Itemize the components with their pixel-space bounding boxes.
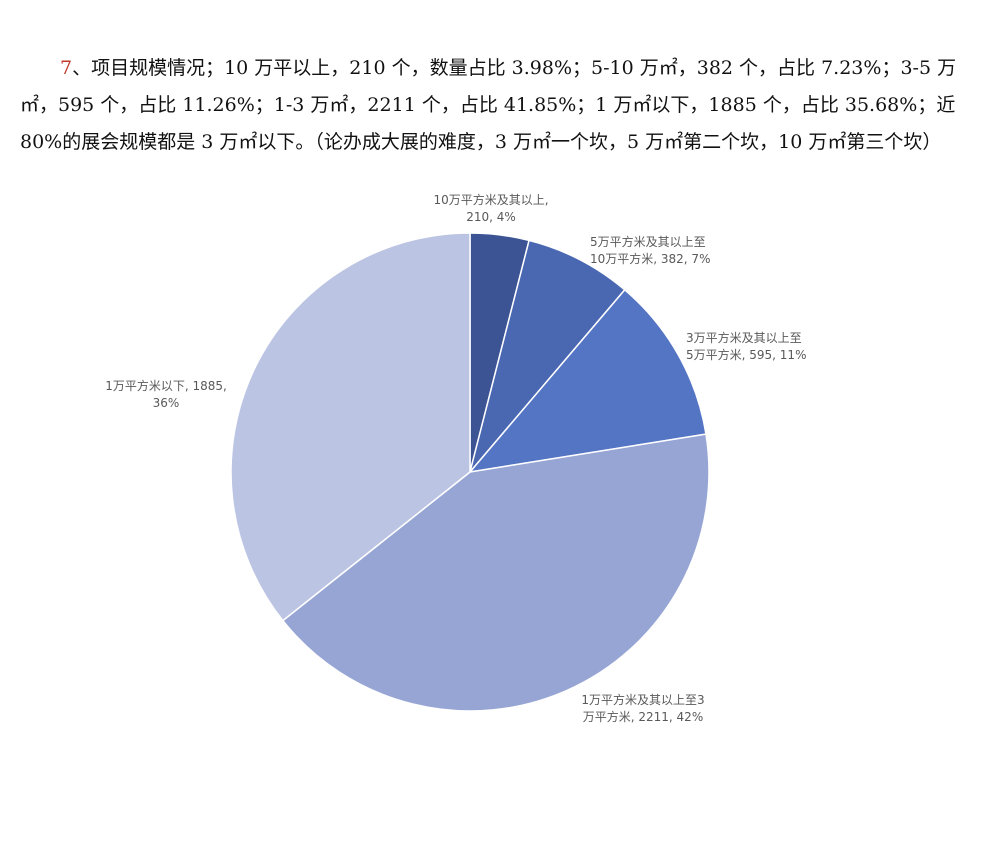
pie-slice-1 xyxy=(469,239,626,473)
pie-slice-3 xyxy=(281,433,710,712)
pie-slice-label-line: 1万平方米及其以上至3 xyxy=(581,692,704,707)
paragraph-number: 7 xyxy=(60,57,73,79)
pie-slice-label-3: 1万平方米及其以上至3 万平方米, 2211, 42% xyxy=(581,692,704,724)
pie-slice-label-line: 3万平方米及其以上至 xyxy=(686,330,802,345)
pie-slice-2 xyxy=(468,288,707,474)
pie-chart-container: 10万平方米及其以上, 210, 4% 5万平方米及其以上至 10万平方米, 382,… xyxy=(0,180,983,760)
pie-slice-label-line: 10万平方米及其以上, xyxy=(433,192,548,207)
pie-slice-label-2: 3万平方米及其以上至 5万平方米, 595, 11% xyxy=(686,330,806,362)
pie-slice-label-line: 36% xyxy=(153,396,180,410)
paragraph-text: 、项目规模情况；10 万平以上，210 个，数量占比 3.98%；5-10 万㎡… xyxy=(20,57,957,153)
pie-slice-4 xyxy=(230,232,471,622)
pie-slice-label-line: 210, 4% xyxy=(466,210,516,224)
pie-slice-label-line: 10万平方米, 382, 7% xyxy=(590,251,710,266)
pie-slice-label-1: 5万平方米及其以上至 10万平方米, 382, 7% xyxy=(590,234,710,266)
pie-slice-label-line: 5万平方米及其以上至 xyxy=(590,234,706,249)
pie-slice-label-0: 10万平方米及其以上, 210, 4% xyxy=(433,192,548,224)
pie-slice-label-line: 1万平方米以下, 1885, xyxy=(105,378,227,393)
pie-chart: 10万平方米及其以上, 210, 4% 5万平方米及其以上至 10万平方米, 382,… xyxy=(105,192,806,724)
pie-slice-label-line: 万平方米, 2211, 42% xyxy=(583,709,703,724)
description-paragraph: 7、项目规模情况；10 万平以上，210 个，数量占比 3.98%；5-10 万… xyxy=(20,50,960,161)
pie-slice-label-4: 1万平方米以下, 1885, 36% xyxy=(105,378,227,410)
pie-slice-label-line: 5万平方米, 595, 11% xyxy=(686,347,806,362)
